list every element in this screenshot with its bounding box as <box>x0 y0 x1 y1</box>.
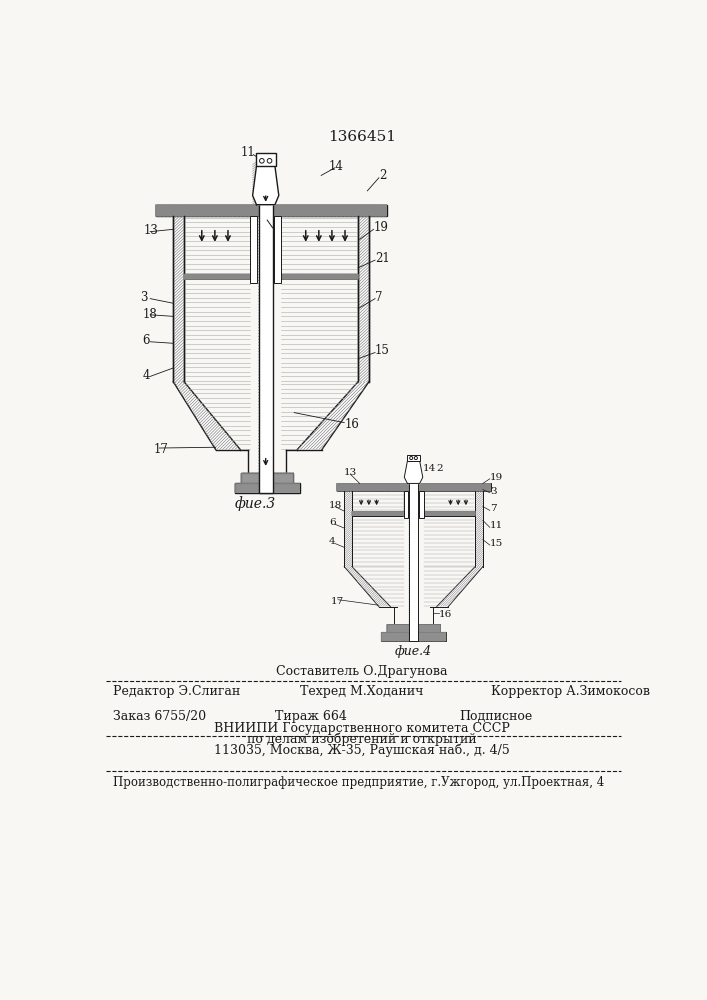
Text: 6: 6 <box>329 518 335 527</box>
Text: 11: 11 <box>407 464 421 473</box>
Text: 15: 15 <box>375 344 390 358</box>
Text: 14: 14 <box>423 464 436 473</box>
Text: 18: 18 <box>143 308 157 321</box>
Circle shape <box>267 158 272 163</box>
Text: 19: 19 <box>490 473 503 482</box>
Bar <box>250 216 257 283</box>
Bar <box>337 483 491 491</box>
Text: Редактор Э.Слиган: Редактор Э.Слиган <box>113 685 240 698</box>
Bar <box>184 274 250 279</box>
Polygon shape <box>297 382 369 450</box>
Bar <box>352 511 404 516</box>
Text: 1366451: 1366451 <box>328 130 396 144</box>
Text: по делам изобретений и открытий: по делам изобретений и открытий <box>247 732 477 746</box>
Text: Корректор А.Зимокосов: Корректор А.Зимокосов <box>491 685 650 698</box>
Text: 11: 11 <box>490 521 503 530</box>
Text: Составитель О.Драгунова: Составитель О.Драгунова <box>276 665 448 678</box>
Text: 3: 3 <box>490 487 496 496</box>
Bar <box>381 632 446 641</box>
Text: 113035, Москва, Ж-35, Раушская наб., д. 4/5: 113035, Москва, Ж-35, Раушская наб., д. … <box>214 743 510 757</box>
Circle shape <box>409 456 413 460</box>
Text: 13: 13 <box>344 468 358 477</box>
Text: 19: 19 <box>373 221 388 234</box>
Bar <box>475 491 483 567</box>
Bar <box>423 511 475 516</box>
Text: 21: 21 <box>375 252 390 265</box>
Text: фие.4: фие.4 <box>395 645 432 658</box>
Bar <box>409 456 418 641</box>
Bar <box>173 216 184 382</box>
Bar <box>241 473 293 483</box>
Circle shape <box>259 158 264 163</box>
Text: 16: 16 <box>344 418 359 431</box>
Text: 4: 4 <box>143 369 150 382</box>
Text: 17: 17 <box>331 597 344 606</box>
Bar <box>274 216 281 283</box>
Text: Заказ 6755/20: Заказ 6755/20 <box>113 710 206 723</box>
Text: 2: 2 <box>437 464 443 473</box>
Bar <box>235 483 300 493</box>
Text: 7: 7 <box>490 504 496 513</box>
Circle shape <box>414 456 417 460</box>
Text: 7: 7 <box>375 291 382 304</box>
Bar <box>407 455 420 461</box>
Text: 13: 13 <box>144 224 159 237</box>
Text: ВНИИПИ Государственного комитета СССР: ВНИИПИ Государственного комитета СССР <box>214 722 510 735</box>
Bar <box>404 491 408 518</box>
Text: 18: 18 <box>329 500 342 510</box>
Bar <box>259 189 273 493</box>
Text: 2: 2 <box>379 169 386 182</box>
Text: 15: 15 <box>490 539 503 548</box>
Bar <box>281 274 358 279</box>
Text: 17: 17 <box>153 443 168 456</box>
Text: Подписное: Подписное <box>460 710 533 723</box>
Text: 11: 11 <box>241 146 256 159</box>
Text: Техред М.Ходанич: Техред М.Ходанич <box>300 685 423 698</box>
Bar <box>344 491 352 567</box>
Text: Производственно-полиграфическое предприятие, г.Ужгород, ул.Проектная, 4: Производственно-полиграфическое предприя… <box>113 776 604 789</box>
Text: 14: 14 <box>329 160 344 173</box>
Polygon shape <box>344 567 390 607</box>
Text: 3: 3 <box>140 291 148 304</box>
Polygon shape <box>173 382 240 450</box>
Bar <box>419 491 423 518</box>
Bar <box>256 153 276 166</box>
Polygon shape <box>252 166 279 205</box>
Text: фие.3: фие.3 <box>235 496 276 511</box>
Text: 16: 16 <box>439 610 452 619</box>
Text: Тираж 664: Тираж 664 <box>275 710 347 723</box>
Text: 6: 6 <box>143 334 150 347</box>
Bar <box>156 205 387 216</box>
Bar <box>387 624 440 632</box>
Bar <box>358 216 369 382</box>
Polygon shape <box>404 461 423 483</box>
Text: 4: 4 <box>329 537 335 546</box>
Polygon shape <box>437 567 483 607</box>
